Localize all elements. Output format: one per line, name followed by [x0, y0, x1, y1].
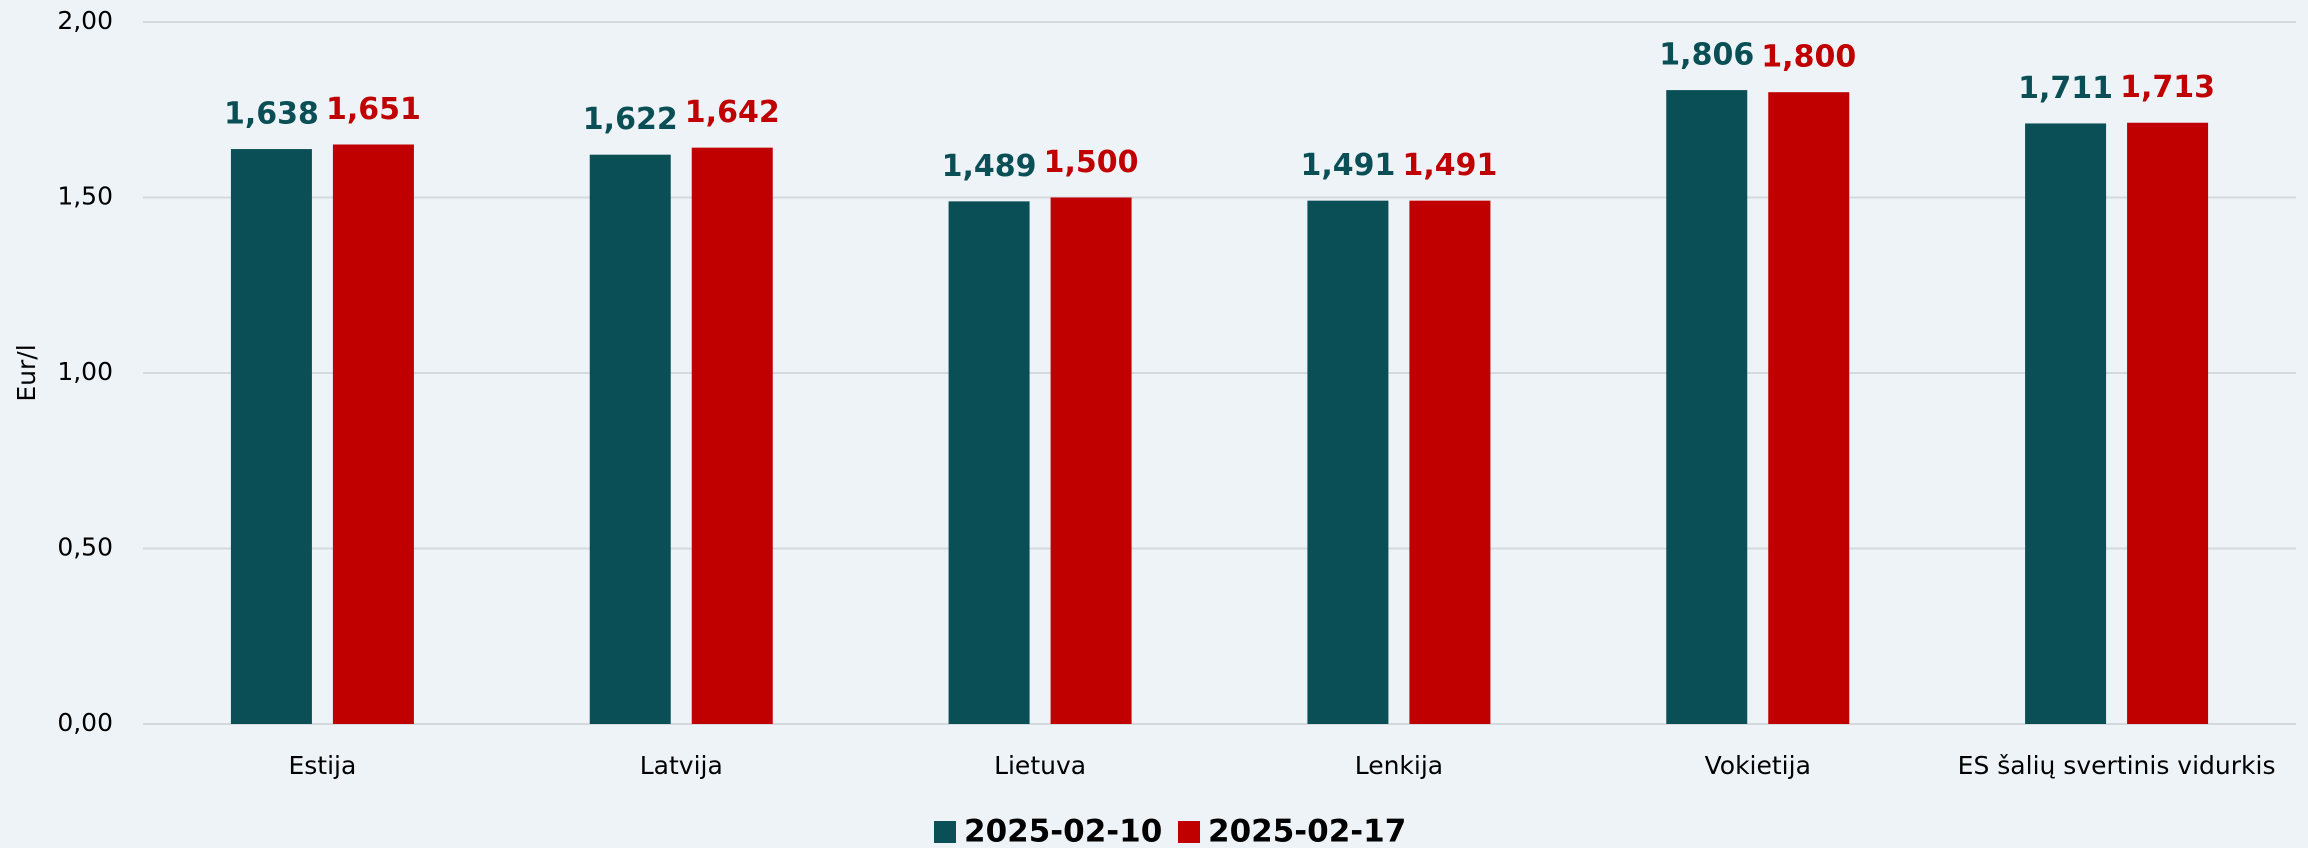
value-label: 1,642: [685, 95, 780, 130]
x-tick-label: Latvija: [640, 751, 723, 780]
legend-label: 2025-02-17: [1208, 814, 1406, 848]
bar: [1409, 200, 1491, 724]
x-tick-label: Lietuva: [994, 751, 1086, 780]
x-tick-label: Vokietija: [1705, 751, 1811, 780]
value-label: 1,500: [1044, 145, 1139, 180]
value-label: 1,622: [583, 102, 678, 137]
legend-label: 2025-02-10: [964, 814, 1162, 848]
value-label: 1,651: [326, 92, 421, 127]
bar: [2127, 122, 2209, 724]
bar: [332, 144, 414, 724]
legend-swatch: [934, 821, 956, 843]
bar: [1768, 92, 1850, 724]
value-label: 1,713: [2120, 70, 2215, 105]
value-label: 1,806: [1659, 38, 1754, 73]
bar: [230, 149, 312, 724]
y-tick-label: 0,50: [57, 533, 113, 562]
x-tick-label: Estija: [288, 751, 356, 780]
bar: [589, 154, 671, 725]
bar: [691, 147, 773, 724]
x-tick-label: Lenkija: [1355, 751, 1443, 780]
y-tick-label: 0,00: [57, 708, 113, 737]
y-tick-label: 1,50: [57, 182, 113, 211]
legend-swatch: [1178, 821, 1200, 843]
value-label: 1,489: [942, 149, 1037, 184]
value-label: 1,800: [1761, 40, 1856, 75]
value-label: 1,491: [1402, 148, 1497, 183]
value-label: 1,491: [1300, 148, 1395, 183]
bar: [1666, 90, 1748, 725]
value-label: 1,711: [2018, 71, 2113, 106]
y-tick-label: 2,00: [57, 6, 113, 35]
y-tick-label: 1,00: [57, 357, 113, 386]
x-tick-label: ES šalių svertinis vidurkis: [1958, 751, 2276, 780]
y-axis-label: Eur/l: [12, 344, 41, 401]
bar: [2025, 123, 2107, 724]
value-label: 1,638: [224, 97, 319, 132]
bar: [1050, 197, 1132, 724]
bar: [1307, 200, 1389, 724]
bar: [948, 201, 1030, 725]
